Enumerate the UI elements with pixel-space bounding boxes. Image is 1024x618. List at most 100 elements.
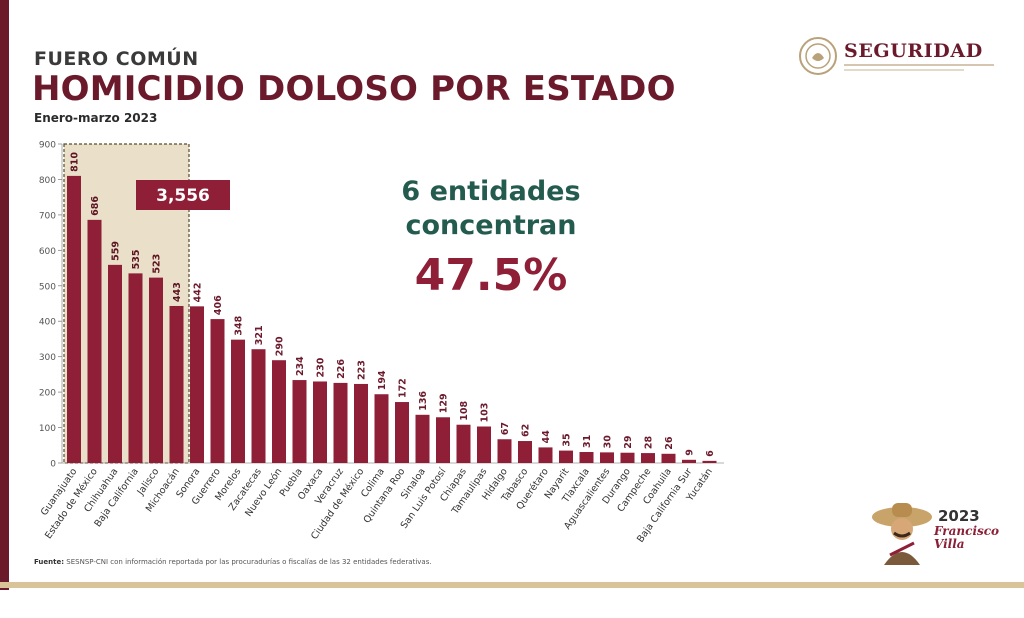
bar <box>313 381 327 463</box>
bar <box>210 319 225 463</box>
bar-value-label: 686 <box>90 196 101 216</box>
bar-value-label: 103 <box>480 403 491 423</box>
bar <box>477 426 491 463</box>
bar <box>169 305 184 463</box>
y-tick-label: 400 <box>39 318 56 328</box>
left-color-band <box>0 0 9 590</box>
total-box <box>136 180 230 210</box>
bar-value-label: 348 <box>234 315 245 335</box>
seguridad-brand: SEGURIDAD <box>798 36 1008 76</box>
bar <box>702 460 717 463</box>
logo-name-line-2: Villa <box>934 537 965 551</box>
bar <box>149 277 163 463</box>
logo-name-line-1: Francisco <box>934 524 1000 538</box>
bar <box>395 402 409 463</box>
bar-value-label: 67 <box>500 422 511 435</box>
bar <box>67 175 81 463</box>
page-title: HOMICIDIO DOLOSO POR ESTADO <box>32 69 676 109</box>
logo-name: Francisco Villa <box>934 525 999 551</box>
bar <box>456 424 471 463</box>
bar-value-label: 44 <box>541 430 552 444</box>
bar <box>272 360 286 463</box>
bar-value-label: 62 <box>521 424 532 437</box>
bar-value-label: 230 <box>316 357 327 377</box>
bar-value-label: 523 <box>152 254 163 274</box>
bar <box>518 441 532 463</box>
y-tick-label: 500 <box>39 282 56 292</box>
bar-value-label: 28 <box>644 435 655 449</box>
bar-value-label: 559 <box>111 241 122 261</box>
bar <box>415 414 430 463</box>
bar <box>600 452 614 463</box>
bar-value-label: 31 <box>582 435 593 448</box>
bar-value-label: 226 <box>336 359 347 379</box>
bar <box>497 439 512 463</box>
callout-percent: 47.5% <box>414 250 568 301</box>
y-tick-label: 900 <box>39 141 56 151</box>
bottom-color-band <box>0 582 1024 588</box>
bar <box>128 273 143 463</box>
logo-year: 2023 <box>938 507 980 525</box>
source-footer: Fuente: SESNSP-CNI con información repor… <box>34 558 432 566</box>
portrait-icon <box>872 503 932 565</box>
bar <box>292 380 307 463</box>
period-label: Enero-marzo 2023 <box>34 111 158 125</box>
bar-value-label: 172 <box>398 378 409 398</box>
bar <box>251 349 266 463</box>
bar-value-label: 35 <box>562 433 573 446</box>
bar-value-label: 26 <box>664 436 675 450</box>
bar-value-label: 129 <box>439 393 450 413</box>
bar-value-label: 442 <box>193 282 204 302</box>
bar-value-label: 6 <box>705 450 716 457</box>
bar <box>559 450 573 463</box>
bar-value-label: 234 <box>295 356 306 376</box>
y-tick-label: 300 <box>39 353 56 363</box>
footer-text: SESNSP-CNI con información reportada por… <box>66 558 432 566</box>
bar <box>620 452 635 463</box>
bar <box>354 383 368 463</box>
total-box-label: 3,556 <box>156 186 210 206</box>
y-tick-label: 800 <box>39 176 56 186</box>
bar-value-label: 9 <box>685 449 696 456</box>
bar <box>436 417 450 463</box>
bar <box>333 382 348 463</box>
y-tick-label: 600 <box>39 247 56 257</box>
bar-value-label: 290 <box>275 336 286 356</box>
bar <box>108 264 122 463</box>
bar-value-label: 108 <box>459 400 470 420</box>
bar <box>682 459 696 463</box>
y-tick-label: 0 <box>50 460 56 470</box>
brand-name: SEGURIDAD <box>844 40 983 62</box>
bar-value-label: 194 <box>377 370 388 390</box>
bar <box>641 453 655 463</box>
bar-value-label: 535 <box>131 250 142 270</box>
bar-value-label: 29 <box>623 435 634 448</box>
bar-value-label: 443 <box>172 282 183 302</box>
bar <box>661 453 676 463</box>
bar-value-label: 136 <box>418 391 429 411</box>
callout-line-1: 6 entidades <box>401 176 581 207</box>
bar-value-label: 30 <box>603 435 614 449</box>
y-tick-label: 200 <box>39 389 56 399</box>
coat-of-arms-icon <box>799 37 837 75</box>
bar-value-label: 223 <box>357 360 368 380</box>
y-tick-label: 700 <box>39 211 56 221</box>
header-subtitle: FUERO COMÚN <box>34 48 199 70</box>
bar <box>87 219 102 463</box>
bar <box>190 306 204 463</box>
francisco-villa-2023-logo: 2023 Francisco Villa <box>870 495 1010 575</box>
y-tick-label: 100 <box>39 424 56 434</box>
bar-value-label: 406 <box>213 295 224 315</box>
brand-subline-2 <box>844 69 964 71</box>
bar-value-label: 321 <box>254 325 265 345</box>
brand-subline <box>844 64 994 66</box>
bar <box>374 394 389 463</box>
bar <box>231 339 245 463</box>
bar <box>579 452 594 463</box>
footer-label: Fuente: <box>34 558 65 566</box>
callout-line-2: concentran <box>405 210 577 241</box>
bar-value-label: 810 <box>70 152 81 172</box>
bar <box>538 447 553 463</box>
